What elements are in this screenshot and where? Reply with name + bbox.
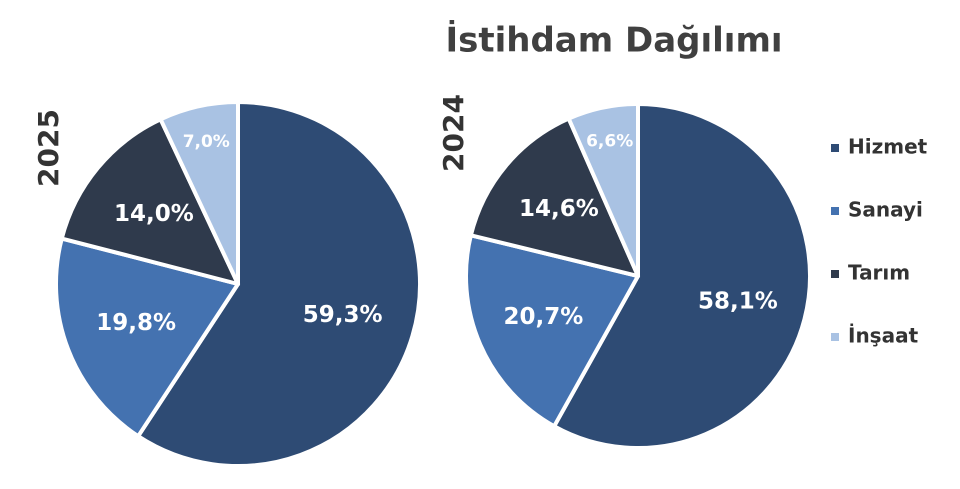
pie-slice [136, 100, 422, 468]
data-label: 6,6% [586, 131, 633, 151]
pie-slice [552, 102, 812, 450]
data-label: 7,0% [183, 132, 230, 152]
pie-label: 2025 [32, 109, 65, 187]
pie-slice [566, 102, 640, 278]
data-label: 59,3% [303, 302, 383, 328]
pie-slice [54, 236, 240, 439]
legend-label: Hizmet [848, 135, 928, 159]
legend-marker [831, 270, 839, 278]
data-label: 58,1% [698, 288, 778, 314]
legend-marker [831, 207, 839, 215]
data-label: 19,8% [96, 310, 176, 336]
legend-marker [831, 333, 839, 341]
chart-title: İstihdam Dağılımı [445, 20, 782, 61]
pie-slice [464, 233, 640, 429]
legend-label: Tarım [848, 261, 910, 285]
data-label: 14,6% [519, 196, 599, 222]
legend-label: İnşaat [848, 324, 919, 348]
pie-slice [158, 100, 240, 286]
pie-label: 2024 [437, 94, 470, 172]
pie-slice [59, 117, 240, 286]
legend-label: Sanayi [848, 198, 923, 222]
pie-slice [468, 116, 640, 278]
legend-marker [831, 144, 839, 152]
data-label: 20,7% [504, 304, 584, 330]
data-label: 14,0% [114, 201, 194, 227]
